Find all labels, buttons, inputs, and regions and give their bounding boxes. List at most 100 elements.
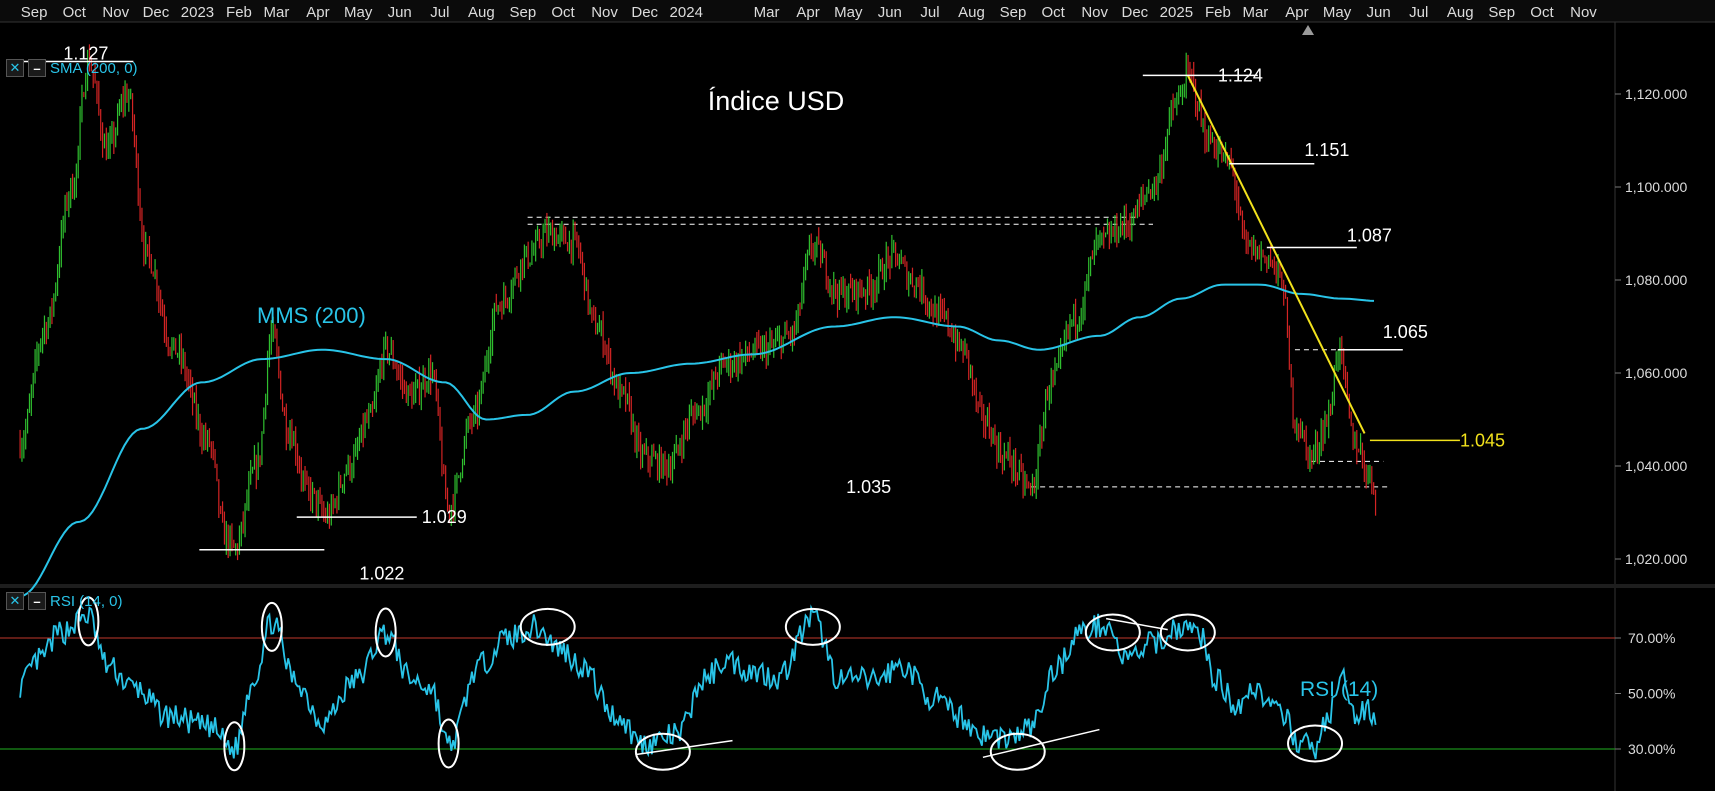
price-annotations: 1.127 1.124 1.151 1.087 1.065 1.045 1.035 1.029… [13, 43, 1505, 584]
time-tick-label: Apr [1285, 4, 1308, 21]
time-tick-label: Aug [958, 4, 985, 21]
time-tick-label: Apr [796, 4, 819, 21]
rsi-highlight-ellipse [1287, 724, 1344, 763]
time-tick-label: Jun [388, 4, 412, 21]
rsi-tick-label: 30.00% [1628, 741, 1675, 757]
price-tick-label: 1,100.000 [1625, 179, 1687, 195]
sma-label: MMS (200) [257, 303, 366, 328]
time-tick-label: Sep [510, 4, 537, 21]
time-tick-label: Nov [591, 4, 618, 21]
price-candles [19, 44, 1377, 561]
rsi-highlight-ellipse [519, 607, 576, 646]
rsi-highlight-ellipse [437, 718, 460, 769]
annotation-label: 1.035 [846, 477, 891, 497]
time-tick-label: 2023 [181, 4, 214, 21]
time-tick-label: Jun [1366, 4, 1390, 21]
time-tick-label: 2025 [1160, 4, 1193, 21]
rsi-highlight-ellipse [989, 732, 1046, 771]
price-tick-label: 1,060.000 [1625, 365, 1687, 381]
time-axis: Sep Oct Nov Dec 2023 Feb Mar Apr May Jun Jul Aug Sep… [21, 4, 1598, 21]
time-tick-label: Dec [1122, 4, 1149, 21]
rsi-highlight-ellipse [374, 607, 397, 658]
rsi-divergence-line [635, 739, 733, 756]
x-icon[interactable]: ✕ [6, 592, 24, 610]
sma-200-line [19, 283, 1375, 598]
time-tick-label: Jul [1409, 4, 1428, 21]
price-tick-label: 1,020.000 [1625, 551, 1687, 567]
sma-indicator-tag[interactable]: ✕ – SMA (200, 0) [6, 59, 138, 77]
annotation-label: 1.151 [1304, 140, 1349, 160]
panel-separator[interactable] [0, 584, 1715, 588]
rsi-label: RSI (14) [1300, 678, 1378, 701]
sma-line [19, 283, 1375, 598]
rsi-highlight-ellipse [634, 732, 691, 771]
annotation-label: 1.065 [1383, 322, 1428, 342]
time-tick-label: Aug [1447, 4, 1474, 21]
time-tick-label: Sep [1488, 4, 1515, 21]
rsi-levels [0, 637, 1615, 750]
time-tick-label: 2024 [670, 4, 703, 21]
price-tick-label: 1,040.000 [1625, 458, 1687, 474]
time-tick-label: May [834, 4, 863, 21]
rsi-tick-label: 50.00% [1628, 686, 1675, 702]
annotation-label: 1.127 [63, 43, 108, 63]
time-tick-label: Oct [1530, 4, 1554, 21]
time-tick-label: Dec [631, 4, 658, 21]
time-tick-label: Dec [143, 4, 170, 21]
time-tick-label: Mar [754, 4, 780, 21]
time-axis-strip [0, 0, 1715, 22]
time-tick-label: Jul [430, 4, 449, 21]
time-tick-label: Feb [1205, 4, 1231, 21]
rsi-line [19, 604, 1377, 760]
minus-icon[interactable]: – [28, 59, 46, 77]
time-tick-label: Oct [1041, 4, 1065, 21]
time-tick-label: Jul [920, 4, 939, 21]
annotation-label: 1.045 [1460, 430, 1505, 450]
time-tick-label: Mar [1242, 4, 1268, 21]
price-levels [527, 216, 1391, 488]
rsi-highlight-ellipse [77, 596, 100, 647]
time-tick-label: Oct [63, 4, 87, 21]
sma-indicator-label: SMA (200, 0) [50, 59, 138, 77]
rsi-highlight-ellipse [784, 607, 841, 646]
rsi-highlight-ellipse [1084, 613, 1141, 652]
rsi-highlight-ellipse [260, 601, 283, 652]
price-axis: 1,120.000 1,100.000 1,080.000 1,060.000 1,04… [1615, 86, 1687, 567]
rsi-highlight-ellipse [223, 721, 246, 772]
time-tick-label: Sep [21, 4, 48, 21]
time-tick-label: Nov [1570, 4, 1597, 21]
x-icon[interactable]: ✕ [6, 59, 24, 77]
price-tick-label: 1,120.000 [1625, 86, 1687, 102]
time-tick-label: Nov [1081, 4, 1108, 21]
time-tick-label: Nov [102, 4, 129, 21]
rsi-divergence-line [982, 728, 1100, 759]
time-tick-label: Oct [551, 4, 575, 21]
time-tick-label: May [344, 4, 373, 21]
time-tick-label: Mar [264, 4, 290, 21]
rsi-highlight-ellipse [1159, 613, 1216, 652]
time-tick-label: May [1323, 4, 1352, 21]
annotation-label: 1.029 [422, 507, 467, 527]
time-tick-label: Apr [306, 4, 329, 21]
annotation-label: 1.087 [1347, 225, 1392, 245]
rsi-indicator-tag[interactable]: ✕ – RSI (14, 0) [6, 592, 123, 610]
annotation-label: 1.124 [1218, 65, 1263, 85]
rsi-axis: 70.00% 50.00% 30.00% [1615, 630, 1675, 757]
rsi-divergence-line [1105, 617, 1168, 631]
chart-title: Índice USD [708, 86, 845, 116]
current-time-marker-icon[interactable] [1302, 25, 1314, 35]
annotation-label: 1.022 [359, 564, 404, 584]
price-tick-label: 1,080.000 [1625, 272, 1687, 288]
minus-icon[interactable]: – [28, 592, 46, 610]
downtrend-line [1186, 74, 1366, 434]
time-tick-label: Feb [226, 4, 252, 21]
rsi-14-line [19, 604, 1377, 760]
rsi-highlights [77, 596, 1344, 772]
trendline [1186, 74, 1366, 434]
time-tick-label: Aug [468, 4, 495, 21]
time-tick-label: Sep [1000, 4, 1027, 21]
time-tick-label: Jun [878, 4, 902, 21]
rsi-indicator-label: RSI (14, 0) [50, 592, 123, 610]
